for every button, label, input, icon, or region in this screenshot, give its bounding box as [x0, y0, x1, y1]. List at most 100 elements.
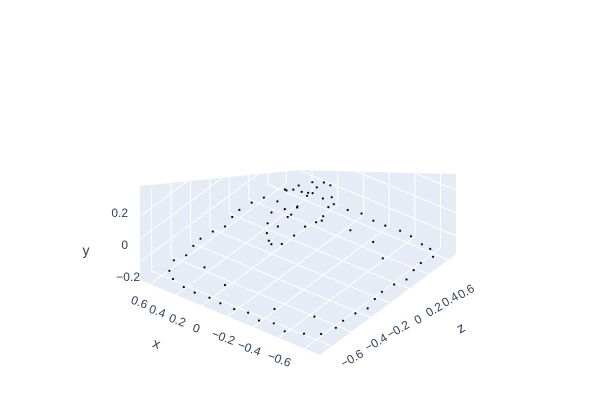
data-point: [300, 190, 303, 193]
data-point: [203, 266, 206, 269]
x-tick-label: −0.6: [266, 349, 293, 370]
data-point: [290, 213, 293, 216]
data-point: [286, 215, 289, 219]
x-gridline: [227, 215, 364, 317]
z-gridline: [190, 242, 371, 318]
data-point: [276, 200, 279, 203]
data-point: [420, 243, 423, 246]
y-gridline: [275, 137, 457, 214]
data-point: [322, 181, 325, 184]
data-point: [247, 311, 250, 314]
data-point: [231, 215, 234, 219]
data-point: [332, 203, 335, 206]
x-tick-label: 0.6: [129, 293, 150, 312]
data-point: [297, 184, 300, 187]
data-point: [327, 206, 330, 209]
data-point: [250, 201, 253, 204]
data-point: [381, 257, 384, 260]
data-point: [334, 326, 337, 329]
data-point: [283, 208, 286, 211]
data-point: [262, 196, 265, 199]
data-point: [329, 184, 332, 187]
data-point: [292, 188, 295, 191]
z-gridline: [268, 184, 449, 261]
y-gridline: [139, 160, 277, 263]
grid-lines: [139, 101, 457, 349]
data-point: [342, 319, 345, 322]
data-point: [306, 194, 309, 197]
data-point: [354, 312, 357, 315]
back-wall: [299, 170, 456, 254]
x-tick-label: 0.4: [147, 302, 168, 321]
data-point: [346, 208, 349, 212]
data-point: [199, 237, 202, 240]
data-point: [224, 225, 227, 228]
data-point: [372, 219, 375, 222]
z-gridline: [209, 227, 391, 304]
y-gridline: [139, 114, 277, 217]
data-point: [384, 224, 387, 227]
data-point: [349, 229, 352, 232]
data-point: [223, 283, 227, 287]
data-point: [307, 191, 310, 194]
x-tick-label: 0.2: [167, 311, 188, 330]
data-point: [265, 232, 268, 235]
data-point: [270, 243, 273, 246]
data-points: [168, 181, 435, 336]
data-point: [168, 269, 171, 272]
data-point: [283, 188, 286, 191]
x-tick-label: 0: [191, 321, 202, 337]
data-point: [360, 212, 363, 215]
data-point: [322, 215, 325, 218]
data-point: [171, 277, 174, 281]
data-point: [321, 197, 324, 200]
data-point: [419, 261, 422, 265]
y-axis-title: y: [83, 242, 90, 258]
data-point: [267, 239, 270, 242]
data-point: [320, 219, 323, 222]
data-point: [276, 225, 279, 228]
x-gridline: [201, 204, 339, 307]
data-point: [412, 269, 415, 272]
x-gridline: [278, 236, 416, 339]
y-gridline: [275, 160, 457, 237]
data-point: [313, 315, 316, 318]
data-point: [285, 189, 288, 192]
y-tick-label: 0: [121, 238, 128, 252]
data-point: [432, 255, 435, 258]
z-tick-label: −0.6: [338, 346, 366, 370]
data-point: [311, 192, 314, 195]
data-point: [233, 308, 236, 311]
z-tick-label: −0.2: [384, 317, 412, 341]
y-gridline: [139, 137, 277, 240]
x-gridline: [149, 182, 287, 285]
floor-plane: [140, 252, 456, 355]
data-point: [238, 208, 241, 211]
data-point: [257, 319, 261, 322]
data-point: [315, 221, 318, 224]
data-point: [272, 322, 275, 325]
data-point: [185, 254, 188, 257]
data-point: [393, 283, 396, 286]
data-point: [172, 259, 175, 262]
x-tick-label: −0.4: [236, 338, 263, 359]
data-point: [399, 229, 402, 232]
x-tick-label: −0.2: [210, 327, 237, 348]
y-tick-label: 0.2: [111, 206, 128, 220]
data-point: [304, 225, 307, 228]
data-point: [208, 296, 211, 299]
data-point: [192, 244, 195, 247]
data-point: [315, 186, 318, 189]
data-point: [293, 234, 296, 237]
data-point: [409, 235, 413, 238]
data-point: [429, 247, 432, 250]
z-gridline: [248, 198, 429, 275]
y-tick-label: −0.2: [116, 270, 140, 284]
z-tick-label: 0: [412, 312, 425, 328]
data-point: [311, 181, 314, 184]
x-gridline: [304, 247, 441, 349]
data-point: [320, 332, 323, 336]
data-point: [273, 307, 276, 311]
x-axis-title: x: [151, 335, 163, 352]
data-point: [380, 290, 383, 293]
